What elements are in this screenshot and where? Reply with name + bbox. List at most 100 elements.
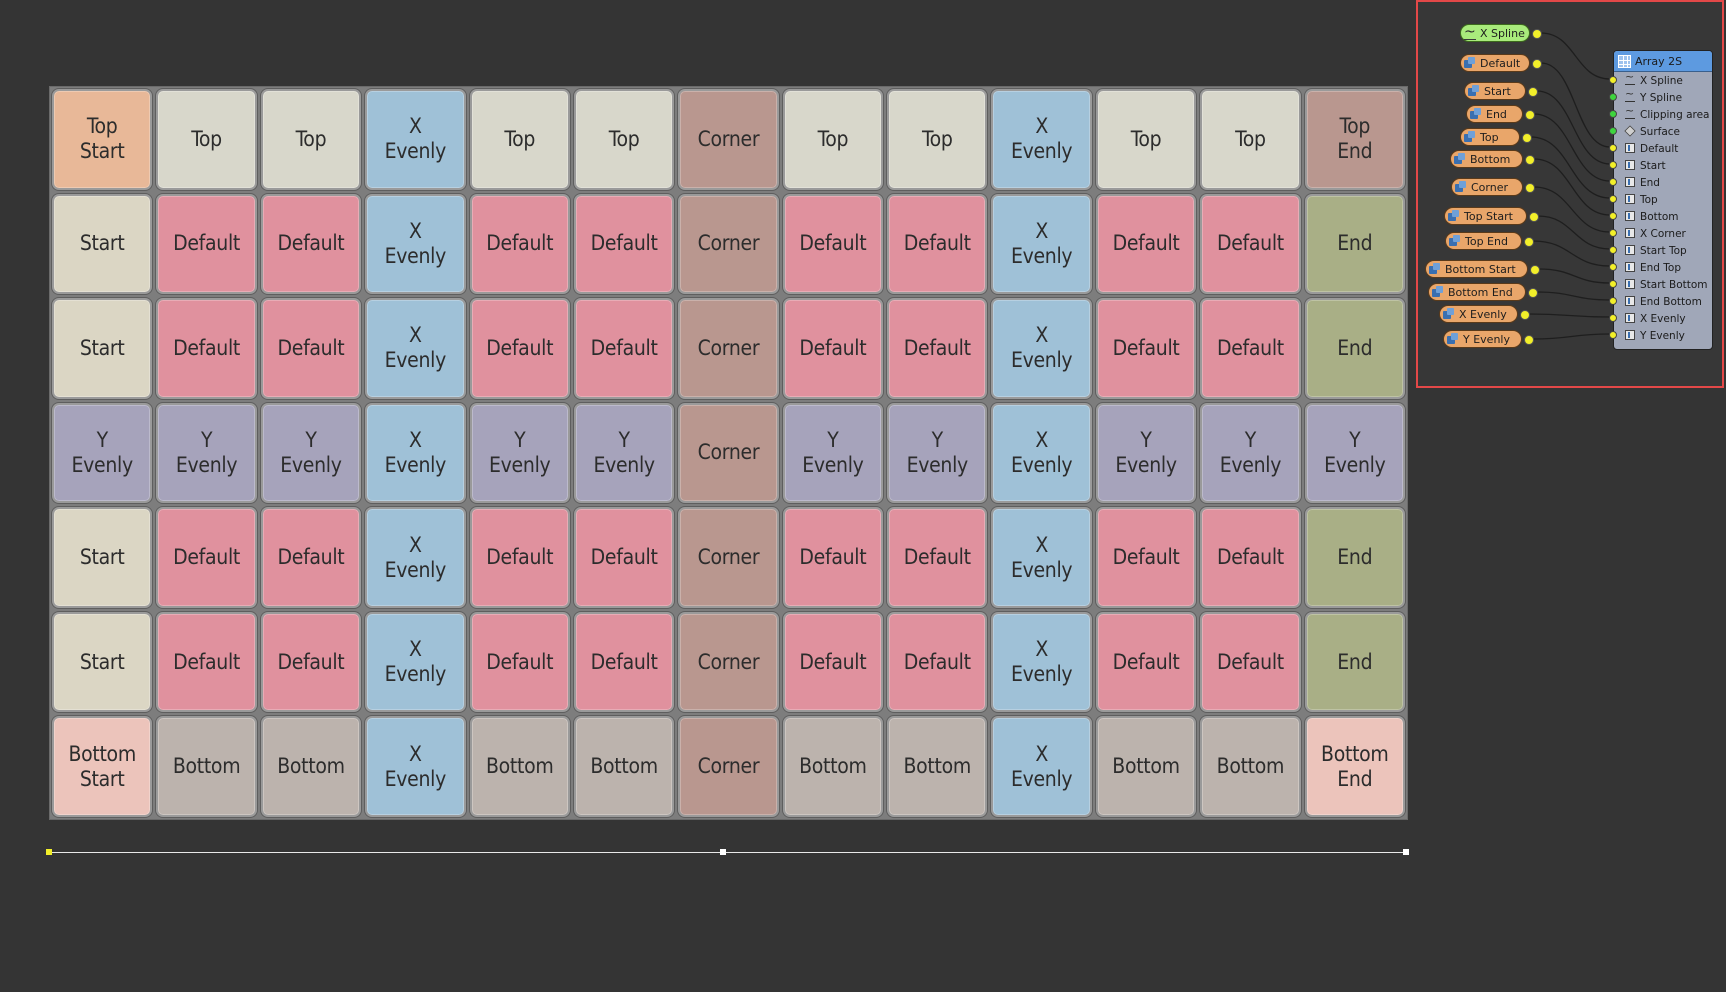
input-node-x-spline[interactable]: X Spline <box>1460 24 1530 42</box>
grid-cell-x-evenly: X Evenly <box>991 507 1092 608</box>
array-port-clipping-area[interactable]: Clipping area <box>1609 104 1712 123</box>
node-wire <box>1536 90 1611 165</box>
input-port-dot[interactable] <box>1609 263 1617 271</box>
array-2s-node[interactable]: Array 2S X Spline Y Spline Clipping area Su… <box>1609 50 1713 350</box>
input-node-end[interactable]: End <box>1466 105 1523 123</box>
output-port-dot[interactable] <box>1524 237 1534 247</box>
input-node-x-evenly[interactable]: X Evenly <box>1439 305 1518 323</box>
array-port-x-corner[interactable]: X Corner <box>1609 225 1712 242</box>
output-port-dot[interactable] <box>1520 310 1530 320</box>
input-node-bottom-start[interactable]: Bottom Start <box>1425 260 1528 278</box>
array-port-start[interactable]: Start <box>1609 157 1712 174</box>
output-port-dot[interactable] <box>1525 183 1535 193</box>
input-node-label: Bottom Start <box>1445 262 1516 276</box>
output-port-dot[interactable] <box>1528 87 1538 97</box>
input-node-y-evenly[interactable]: Y Evenly <box>1443 330 1522 348</box>
grid-cell-default: Default <box>1200 298 1301 399</box>
input-node-start[interactable]: Start <box>1464 82 1526 100</box>
input-port-dot[interactable] <box>1609 280 1617 288</box>
input-node-top-end[interactable]: Top End <box>1445 232 1522 250</box>
spline-icon <box>1625 104 1635 119</box>
output-port-dot[interactable] <box>1525 110 1535 120</box>
array-port-y-spline[interactable]: Y Spline <box>1609 87 1712 106</box>
node-wire <box>1540 32 1611 80</box>
grid-cell-default: Default <box>782 611 884 713</box>
output-port-dot[interactable] <box>1529 212 1539 222</box>
input-node-label: Bottom <box>1470 152 1511 166</box>
grid-cell-default: Default <box>260 298 362 399</box>
spline-start-handle[interactable] <box>46 849 52 855</box>
array-port-label: Top <box>1640 193 1658 206</box>
grid-cell-default: Default <box>1095 611 1197 713</box>
array-port-label: Start Top <box>1640 244 1687 257</box>
grid-cell-default: Default <box>1200 611 1301 713</box>
grid-cell-y-evenly: Y Evenly <box>1095 402 1197 504</box>
input-node-top[interactable]: Top <box>1460 128 1520 146</box>
input-port-dot[interactable] <box>1609 314 1617 322</box>
node-wires <box>1528 32 1611 340</box>
input-port-dot[interactable] <box>1609 178 1617 186</box>
input-node-corner[interactable]: Corner <box>1451 178 1523 196</box>
grid-cell-top: Top <box>469 89 570 190</box>
input-node-default[interactable]: Default <box>1460 54 1530 72</box>
output-port-dot[interactable] <box>1532 59 1542 69</box>
output-port-dot[interactable] <box>1525 155 1535 165</box>
input-node-bottom[interactable]: Bottom <box>1450 150 1523 168</box>
grid-cell-y-evenly: Y Evenly <box>1304 402 1405 504</box>
output-port-dot[interactable] <box>1532 29 1542 39</box>
grid-cell-end: End <box>1304 611 1405 713</box>
grid-cell-default: Default <box>782 298 884 399</box>
array-port-start-bottom[interactable]: Start Bottom <box>1609 276 1712 293</box>
input-port-dot[interactable] <box>1609 212 1617 220</box>
input-port-dot[interactable] <box>1609 110 1617 118</box>
box-icon <box>1625 262 1635 272</box>
array-port-x-evenly[interactable]: X Evenly <box>1609 310 1712 327</box>
grid-cell-y-evenly: Y Evenly <box>260 402 362 504</box>
input-port-dot[interactable] <box>1609 76 1617 84</box>
spline-mid-handle[interactable] <box>720 849 726 855</box>
grid-cell-corner: Corner <box>678 716 779 817</box>
array-port-top[interactable]: Top <box>1609 191 1712 208</box>
input-port-dot[interactable] <box>1609 246 1617 254</box>
input-port-dot[interactable] <box>1609 127 1617 135</box>
layer-icon <box>1429 263 1441 275</box>
node-wire <box>1532 333 1611 340</box>
array-port-end-bottom[interactable]: End Bottom <box>1609 293 1712 310</box>
input-port-dot[interactable] <box>1609 297 1617 305</box>
array-port-surface[interactable]: Surface <box>1609 123 1712 140</box>
input-port-dot[interactable] <box>1609 331 1617 339</box>
array-port-start-top[interactable]: Start Top <box>1609 242 1712 259</box>
box-icon <box>1625 330 1635 340</box>
output-port-dot[interactable] <box>1522 133 1532 143</box>
array-port-x-spline[interactable]: X Spline <box>1609 70 1712 89</box>
array-port-end[interactable]: End <box>1609 174 1712 191</box>
array-port-end-top[interactable]: End Top <box>1609 259 1712 276</box>
input-port-dot[interactable] <box>1609 144 1617 152</box>
input-port-dot[interactable] <box>1609 229 1617 237</box>
grid-cell-default: Default <box>1095 298 1197 399</box>
layer-icon <box>1464 131 1476 143</box>
output-port-dot[interactable] <box>1528 288 1538 298</box>
spline-end-handle[interactable] <box>1403 849 1409 855</box>
x-spline-path[interactable] <box>49 852 1406 853</box>
grid-cell-corner: Corner <box>678 89 779 190</box>
output-port-dot[interactable] <box>1530 265 1540 275</box>
array-port-bottom[interactable]: Bottom <box>1609 208 1712 225</box>
input-port-dot[interactable] <box>1609 93 1617 101</box>
input-node-bottom-end[interactable]: Bottom End <box>1428 283 1526 301</box>
input-node-label: Default <box>1480 56 1521 70</box>
input-node-top-start[interactable]: Top Start <box>1444 207 1527 225</box>
grid-cell-bottom: Bottom <box>782 716 884 817</box>
array-node-ports: X Spline Y Spline Clipping area Surface Defa… <box>1609 70 1712 344</box>
input-port-dot[interactable] <box>1609 195 1617 203</box>
array-node-header[interactable]: Array 2S <box>1614 51 1712 72</box>
array-port-default[interactable]: Default <box>1609 140 1712 157</box>
input-node-label: Bottom End <box>1448 285 1513 299</box>
input-node-label: Y Evenly <box>1463 332 1510 346</box>
grid-cell-bottom: Bottom <box>260 716 362 817</box>
input-port-dot[interactable] <box>1609 161 1617 169</box>
output-port-dot[interactable] <box>1524 335 1534 345</box>
grid-cell-y-evenly: Y Evenly <box>887 402 988 504</box>
grid-cell-top-start: Top Start <box>52 89 153 190</box>
array-port-y-evenly[interactable]: Y Evenly <box>1609 327 1712 344</box>
